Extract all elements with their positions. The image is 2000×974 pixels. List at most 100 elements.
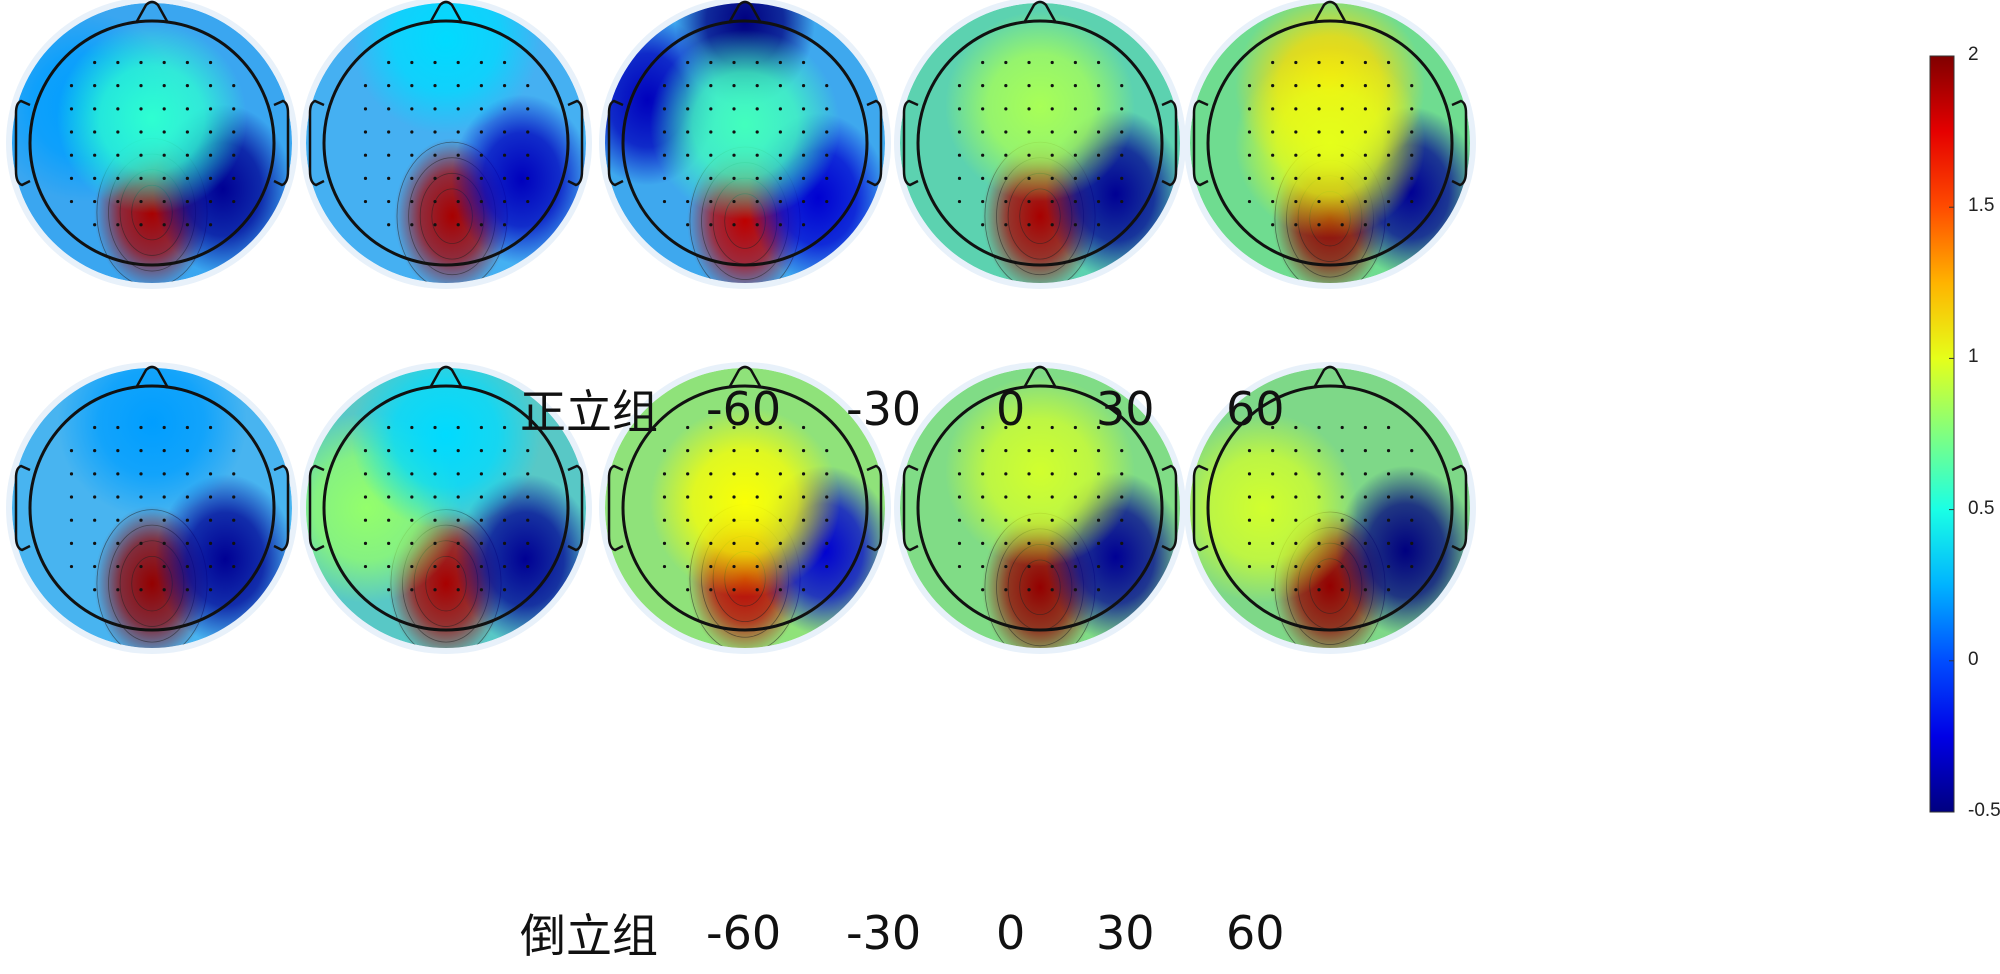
electrode-dot	[1340, 60, 1344, 65]
electrode-dot	[93, 223, 97, 227]
electrode-dot	[1096, 472, 1101, 476]
electrode-dot	[1317, 425, 1321, 430]
electrode-dot	[1386, 130, 1391, 134]
electrode-dot	[479, 176, 483, 180]
electrode-dot	[1363, 107, 1367, 111]
electrode-dot	[1340, 153, 1344, 157]
electrode-dot	[957, 518, 962, 522]
electrode-dot	[1340, 541, 1344, 545]
colorbar-tick-label: 0.5	[1968, 497, 1995, 519]
electrode-dot	[93, 84, 97, 88]
electrode-dot	[825, 84, 829, 88]
electrode-dot	[709, 425, 713, 430]
activation-blob	[650, 406, 840, 597]
electrode-dot	[686, 107, 690, 111]
electrode-dot	[1096, 588, 1101, 592]
electrode-dot	[1410, 518, 1414, 522]
electrode-dot	[1050, 588, 1054, 592]
activation-blob	[1235, 48, 1425, 238]
electrode-dot	[801, 518, 806, 522]
electrode-dot	[981, 153, 985, 157]
electrode-dot	[1050, 223, 1054, 227]
electrode-dot	[778, 130, 782, 134]
electrode-dot	[479, 153, 483, 157]
electrode-dot	[755, 199, 759, 204]
electrode-dot	[93, 176, 97, 180]
nose-icon	[1312, 0, 1348, 24]
electrode-dot	[1050, 449, 1054, 453]
electrode-dot	[1386, 84, 1391, 88]
electrode-dot	[778, 84, 782, 88]
electrode-dot	[69, 449, 74, 453]
electrode-dot	[1317, 199, 1321, 204]
electrode-dot	[162, 518, 166, 522]
activation-blob	[451, 94, 586, 265]
electrode-dot	[93, 495, 97, 499]
electrode-dot	[1410, 84, 1414, 88]
ear-icon	[607, 99, 624, 187]
electrode-dot	[957, 153, 962, 157]
electrode-dot	[1363, 472, 1367, 476]
electrode-dot	[1317, 495, 1321, 499]
electrode-dot	[208, 223, 213, 227]
electrode-dot	[801, 153, 806, 157]
activation-blob	[1190, 413, 1358, 603]
electrode-dot	[526, 472, 530, 476]
electrode-dot	[981, 60, 985, 65]
electrode-dot	[1004, 199, 1008, 204]
electrode-dot	[1120, 107, 1124, 111]
ear-icon	[14, 99, 31, 187]
electrode-dot	[208, 153, 213, 157]
colorbar-tick-label: -0.5	[1968, 800, 2000, 821]
electrode-dot	[981, 176, 985, 180]
electrode-dot	[1317, 223, 1321, 227]
head-outline	[1206, 384, 1454, 632]
electrode-dot	[801, 564, 806, 569]
electrode-dot	[1386, 564, 1391, 569]
electrode-dot	[502, 153, 507, 157]
electrode-dot	[1120, 518, 1124, 522]
ear-icon	[567, 99, 584, 187]
electrode-dot	[1294, 107, 1298, 111]
electrode-dot	[1027, 176, 1031, 180]
electrode-dot	[662, 495, 667, 499]
electrode-dot	[387, 449, 391, 453]
electrode-dot	[1027, 518, 1031, 522]
electrode-dot	[479, 495, 483, 499]
electrode-dot	[981, 472, 985, 476]
electrode-dot	[801, 223, 806, 227]
electrode-dot	[116, 130, 120, 134]
electrode-dot	[1096, 495, 1101, 499]
electrode-dot	[1271, 449, 1275, 453]
electrode-dot	[208, 449, 213, 453]
topomap	[599, 362, 891, 654]
electrode-dot	[456, 588, 460, 592]
topomap	[300, 362, 592, 654]
electrode-dot	[410, 472, 414, 476]
electrode-dot	[778, 425, 782, 430]
electrode-dot	[1363, 564, 1367, 569]
head-outline	[322, 19, 570, 267]
electrode-dot	[410, 541, 414, 545]
electrode-dot	[686, 130, 690, 134]
electrode-dot	[825, 472, 829, 476]
ear-icon	[866, 99, 883, 187]
electrode-dot	[433, 449, 437, 453]
electrode-dot	[1271, 472, 1275, 476]
electrode-dot	[686, 60, 690, 65]
electrode-dot	[1271, 176, 1275, 180]
ear-icon	[14, 464, 31, 552]
electrode-dot	[433, 495, 437, 499]
condition-label: -30	[846, 382, 922, 436]
group-name: 倒立组	[520, 909, 658, 963]
electrode-dot	[778, 107, 782, 111]
ear-icon	[1161, 99, 1178, 187]
electrode-dot	[1073, 176, 1077, 180]
electrode-dot	[1096, 107, 1101, 111]
electrode-dot	[1410, 449, 1414, 453]
electrode-dot	[1050, 495, 1054, 499]
condition-label: 30	[1096, 906, 1155, 960]
electrode-dot	[1386, 153, 1391, 157]
electrode-dot	[1120, 495, 1124, 499]
